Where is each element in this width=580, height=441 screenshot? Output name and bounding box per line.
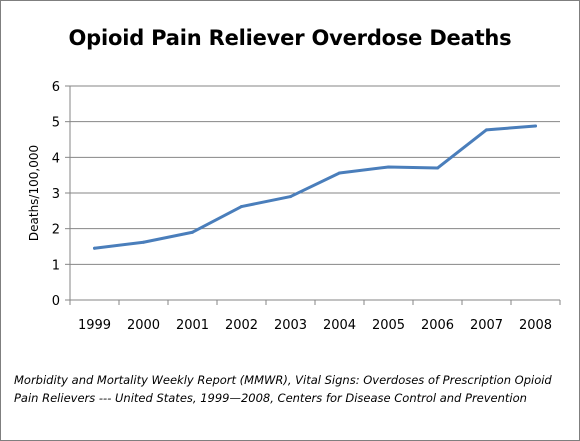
data-point (93, 246, 96, 250)
x-tick-label: 2002 (225, 318, 258, 333)
data-point (240, 205, 243, 209)
y-tick-labels: 0 1 2 3 4 5 6 (52, 80, 60, 309)
x-tick-label: 2005 (372, 318, 405, 333)
x-tick-label: 2003 (274, 318, 307, 333)
chart-title: Opioid Pain Reliever Overdose Deaths (68, 26, 512, 50)
x-tick-label: 2006 (421, 318, 454, 333)
y-tick-label: 0 (52, 294, 60, 309)
data-point (338, 171, 341, 175)
data-point (534, 124, 537, 128)
y-tick-label: 3 (52, 187, 60, 202)
y-tick-label: 2 (52, 223, 60, 238)
x-tick-label: 2007 (470, 318, 503, 333)
x-tick-label: 1999 (78, 318, 111, 333)
source-caption: Morbidity and Mortality Weekly Report (M… (14, 373, 552, 405)
y-tick-label: 1 (52, 258, 60, 273)
x-tick-label: 2008 (519, 318, 552, 333)
data-point (485, 128, 488, 132)
x-tick-label: 2000 (127, 318, 160, 333)
data-point (289, 195, 292, 199)
x-tick-label: 2004 (323, 318, 356, 333)
y-axis-label: Deaths/100,000 (27, 145, 41, 241)
y-tick-label: 5 (52, 116, 60, 131)
data-point (387, 165, 390, 169)
x-tick-labels: 1999 2000 2001 2002 2003 2004 2005 2006 2007 2008 (78, 318, 552, 333)
y-tick-label: 6 (52, 80, 60, 95)
data-point (191, 230, 194, 234)
data-point (436, 166, 439, 170)
series-layer (93, 124, 537, 250)
y-tick-label: 4 (52, 151, 60, 166)
data-point (142, 240, 145, 244)
series-line (93, 124, 537, 250)
axes (65, 85, 561, 305)
grid-lines (70, 85, 560, 265)
x-tick-label: 2001 (176, 318, 209, 333)
